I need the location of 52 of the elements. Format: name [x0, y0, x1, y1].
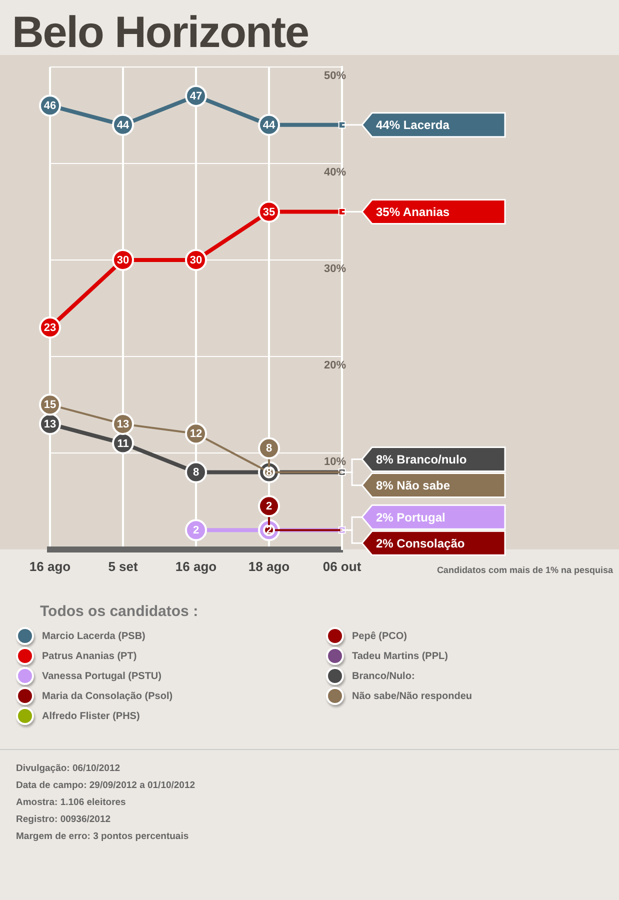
legend-label: Marcio Lacerda (PSB): [42, 630, 146, 642]
data-label: 13: [116, 418, 130, 431]
y-tick-label: 10%: [324, 456, 346, 468]
data-label: 8: [192, 466, 200, 479]
data-label: 35: [262, 206, 276, 218]
annotation: 2% Portugal: [376, 510, 446, 524]
text: Data de campo: 29/09/2012 a 01/10/2012: [16, 779, 196, 793]
x-tick-label: 16 ago: [29, 558, 71, 574]
x-tick-label: 06 out: [322, 558, 362, 574]
data-label: 13: [44, 418, 56, 431]
annotation: 2% Consolação: [376, 536, 465, 550]
text: Candidatos com mais de 1% na pesquisa: [436, 565, 613, 575]
y-tick-label: 30%: [324, 262, 346, 275]
legend-label: Maria da Consolação (Psol): [42, 690, 173, 702]
data-label: 44: [116, 119, 130, 132]
data-label: 2: [192, 524, 200, 537]
x-tick-label: 16 ago: [175, 558, 217, 574]
y-tick-label: 40%: [324, 166, 346, 179]
data-label: 11: [117, 438, 129, 450]
annotation: 8% Branco/nulo: [376, 452, 467, 467]
legend-label: Não sabe/Não respondeu: [352, 690, 472, 702]
legend-label: Patrus Ananias (PT): [42, 650, 137, 662]
data-label: 23: [44, 322, 56, 334]
data-label: 8: [266, 442, 272, 455]
data-label: 30: [190, 254, 202, 266]
annotation: 44% Lacerda: [376, 118, 450, 132]
legend-label: Branco/Nulo:: [352, 670, 415, 682]
data-label: 2: [266, 500, 272, 513]
text: Divulgação: 06/10/2012: [16, 762, 122, 776]
data-label: 15: [44, 399, 56, 412]
legend-label: Tadeu Martins (PPL): [352, 650, 448, 662]
text: Registro: 00936/2012: [16, 813, 112, 827]
chart-title: Belo Horizonte: [12, 8, 308, 58]
x-tick-label: 18 ago: [248, 558, 290, 574]
text: Amostra: 1.106 eleitores: [16, 796, 127, 810]
annotation: 35% Ananias: [376, 205, 450, 220]
data-label: 44: [262, 119, 276, 132]
data-label: 12: [190, 428, 202, 440]
legend-label: Pepê (PCO): [352, 630, 408, 642]
legend-title: Todos os candidatos :: [40, 603, 200, 620]
text: Margem de erro: 3 pontos percentuais: [16, 830, 190, 844]
legend-label: Alfredo Flister (PHS): [42, 710, 140, 722]
y-tick-label: 50%: [324, 70, 346, 82]
data-label: 46: [44, 100, 56, 112]
data-label: 8: [266, 466, 272, 479]
data-label: 2: [266, 524, 272, 537]
x-tick-label: 5 set: [108, 558, 138, 574]
data-label: 30: [116, 254, 130, 266]
data-label: 47: [190, 90, 202, 102]
legend-label: Vanessa Portugal (PSTU): [42, 670, 162, 682]
annotation: 8% Não sabe: [376, 478, 450, 493]
y-tick-label: 20%: [324, 359, 346, 372]
